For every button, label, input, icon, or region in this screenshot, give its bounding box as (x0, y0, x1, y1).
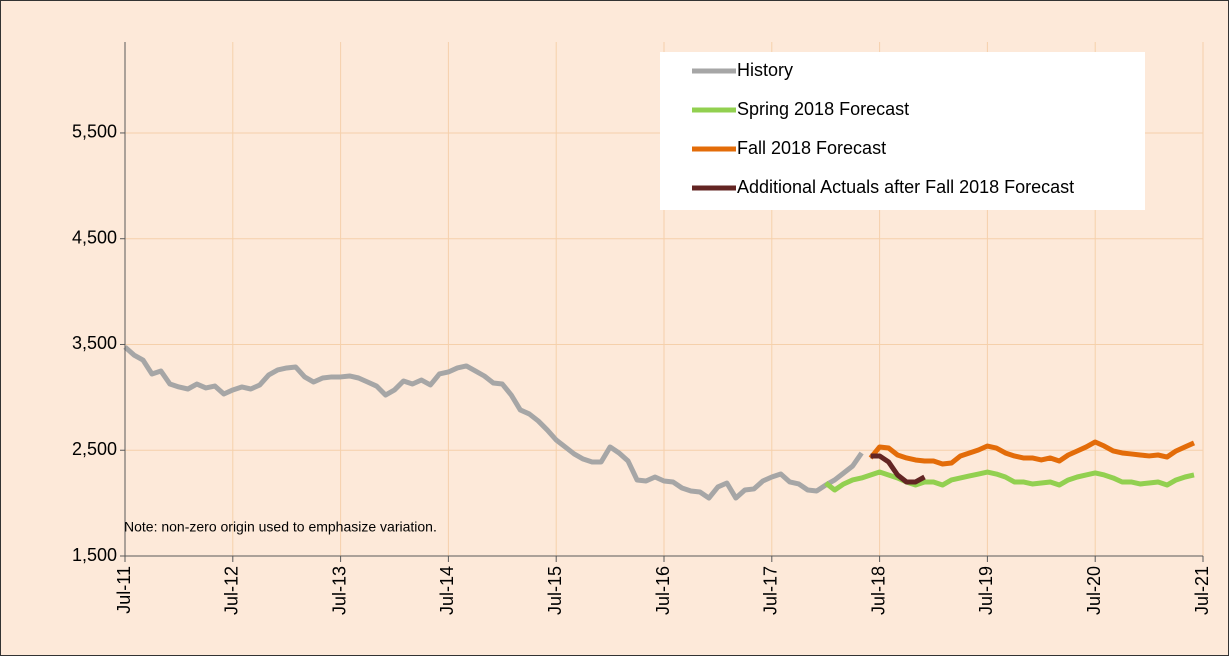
legend-box (660, 52, 1145, 210)
legend-label: Spring 2018 Forecast (737, 99, 909, 119)
series-line (123, 345, 864, 501)
y-tick-label: 1,500 (72, 545, 117, 565)
x-tick-label: Jul-13 (329, 566, 349, 615)
y-tick-label: 3,500 (72, 333, 117, 353)
y-tick-label: 5,500 (72, 122, 117, 142)
series-line (868, 439, 1196, 467)
legend: History Spring 2018 Forecast Fall 2018 For… (660, 52, 1145, 210)
note: Note: non-zero origin used to emphasize … (124, 519, 437, 535)
x-tick-label: Jul-18 (868, 566, 888, 615)
x-tick-label: Jul-11 (114, 566, 134, 614)
x-tick-label: Jul-15 (545, 566, 565, 615)
axes: 1,500 2,500 3,500 4,500 5,500 Jul-11 Jul-12 Jul… (72, 42, 1212, 615)
series-line (824, 469, 1195, 493)
x-tick-label: Jul-19 (976, 566, 996, 615)
y-tick-label: 2,500 (72, 439, 117, 459)
x-tick-label: Jul-17 (761, 566, 781, 615)
y-tick-label: 4,500 (72, 227, 117, 247)
x-tick-label: Jul-20 (1084, 566, 1104, 615)
series-line (870, 453, 926, 485)
legend-label: History (737, 60, 793, 80)
x-tick-label: Jul-21 (1192, 566, 1212, 615)
legend-label: Fall 2018 Forecast (737, 138, 886, 158)
legend-label: Additional Actuals after Fall 2018 Forec… (737, 177, 1074, 197)
x-tick-label: Jul-16 (653, 566, 673, 615)
x-tick-label: Jul-12 (222, 566, 242, 615)
lines (123, 345, 1196, 501)
x-tick-label: Jul-14 (437, 566, 457, 615)
